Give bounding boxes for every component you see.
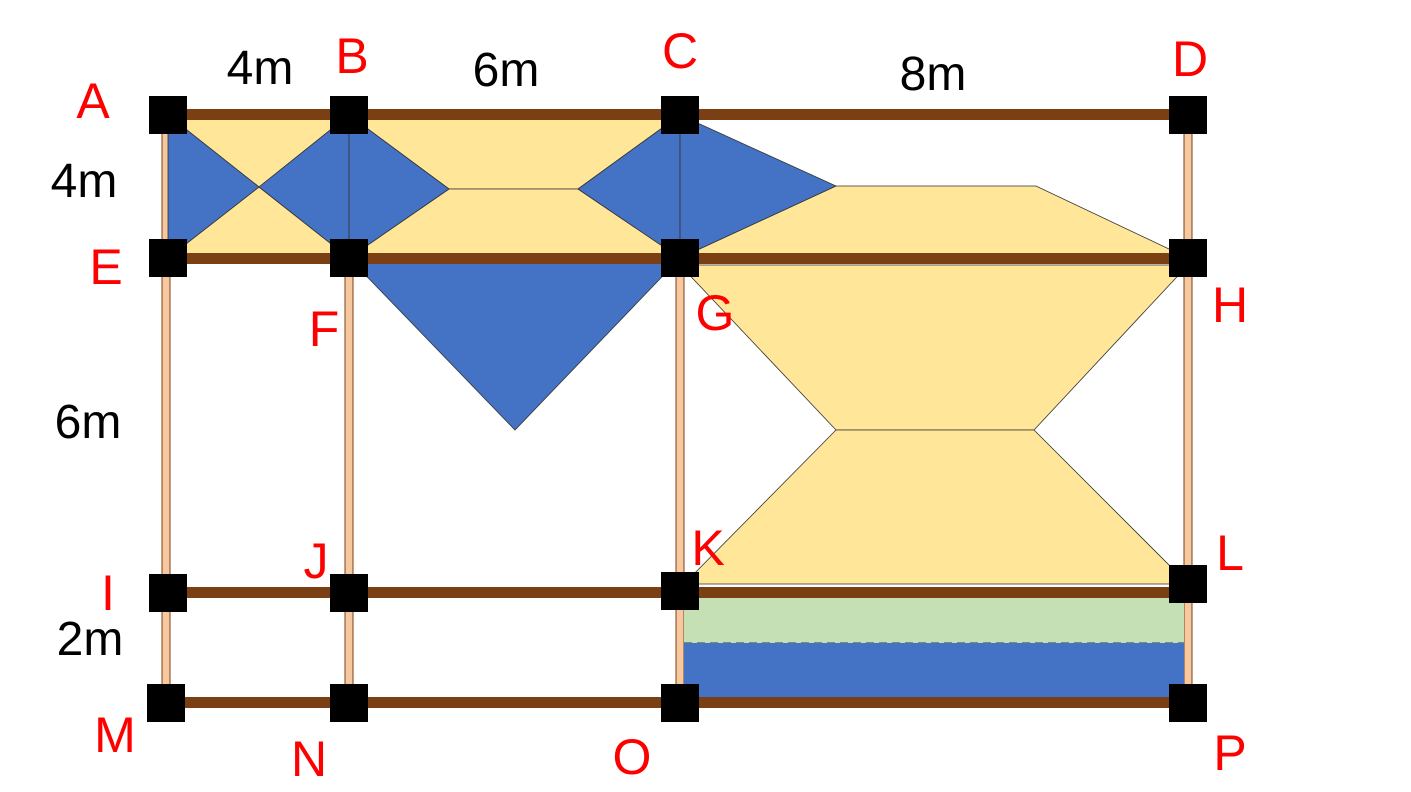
nodes	[147, 96, 1207, 722]
node-p	[1169, 684, 1207, 722]
node-m	[147, 684, 185, 722]
node-label-l: L	[1216, 525, 1244, 581]
node-l	[1169, 565, 1207, 603]
dim-top-bc: 6m	[473, 44, 540, 97]
node-i	[149, 574, 187, 612]
node-label-p: P	[1213, 725, 1246, 781]
column-d-p	[1183, 114, 1193, 704]
node-o	[661, 684, 699, 722]
load-blue-op	[684, 643, 1184, 699]
node-h	[1169, 239, 1207, 277]
dim-top-cd: 8m	[900, 48, 967, 101]
dim-top-ab: 4m	[227, 42, 294, 95]
node-b	[330, 96, 368, 134]
node-e	[149, 239, 187, 277]
dimension-labels: 4m 6m 8m 4m 6m 2m	[51, 42, 967, 666]
node-label-k: K	[691, 520, 724, 576]
node-f	[330, 239, 368, 277]
node-label-i: I	[101, 565, 115, 621]
load-blue-cg-right	[679, 114, 837, 259]
node-label-d: D	[1172, 31, 1208, 87]
node-g	[661, 239, 699, 277]
load-regions	[166, 114, 1189, 699]
node-j	[330, 574, 368, 612]
node-label-g: G	[696, 285, 735, 341]
node-label-e: E	[89, 239, 122, 295]
node-d	[1169, 96, 1207, 134]
node-label-b: B	[335, 28, 368, 84]
node-k	[661, 572, 699, 610]
load-blue-ae	[167, 114, 260, 259]
load-blue-bf-right	[348, 114, 450, 259]
node-label-c: C	[662, 23, 698, 79]
node-label-m: M	[94, 707, 136, 763]
node-c	[661, 96, 699, 134]
load-green-kl	[684, 597, 1184, 643]
node-label-f: F	[309, 301, 340, 357]
dim-left-im: 2m	[57, 613, 124, 666]
node-label-a: A	[76, 73, 110, 129]
node-label-n: N	[291, 731, 327, 787]
load-blue-fg-below	[348, 257, 681, 431]
dim-left-ae: 4m	[51, 155, 118, 208]
dim-left-ei: 6m	[55, 396, 122, 449]
load-yellow-gh-bottom	[679, 264, 1189, 431]
node-a	[149, 96, 187, 134]
node-label-h: H	[1212, 277, 1248, 333]
node-n	[330, 684, 368, 722]
node-labels: A B C D E F G H I J K L M N O P	[76, 23, 1248, 787]
node-label-j: J	[304, 533, 329, 589]
load-yellow-kl	[683, 429, 1189, 585]
node-label-o: O	[613, 729, 652, 785]
